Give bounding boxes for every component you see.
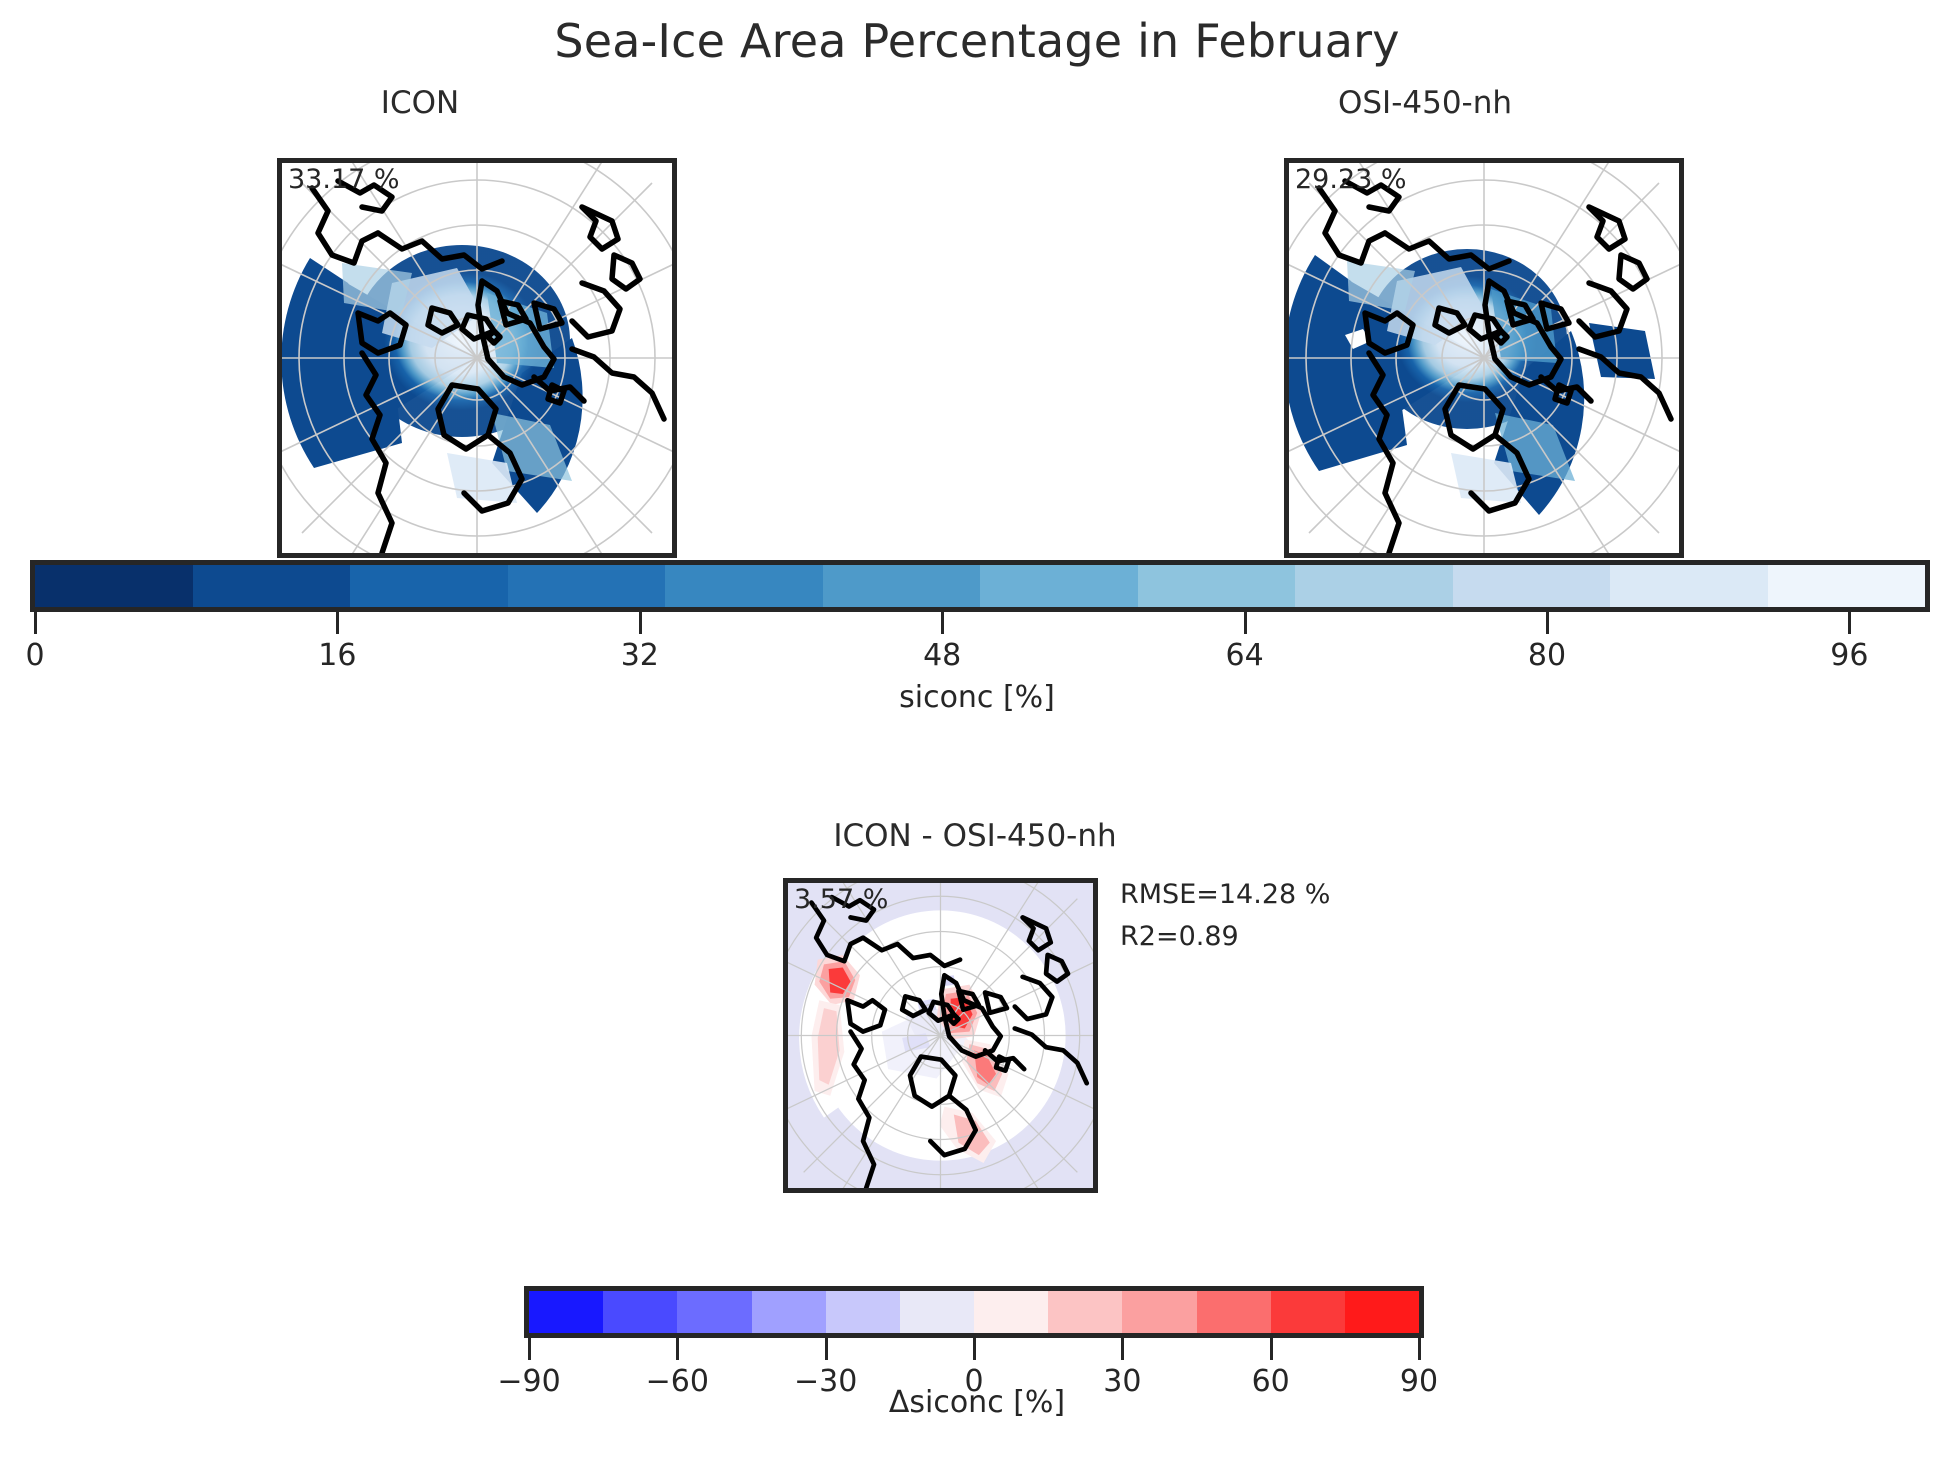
map-panel-diff[interactable]: 3.57 % xyxy=(783,878,1098,1193)
colorbar-swatch xyxy=(1270,1291,1345,1333)
colorbar-dsiconc[interactable] xyxy=(524,1286,1424,1338)
colorbar-tick-mark xyxy=(336,612,340,634)
colorbar-tick-mark xyxy=(528,1338,531,1360)
colorbar-tick-label: 0 xyxy=(25,638,45,673)
colorbar-tick-mark xyxy=(973,1338,976,1360)
colorbar-tick-label: −30 xyxy=(794,1364,858,1399)
colorbar-dsiconc-label: Δsiconc [%] xyxy=(888,1385,1066,1420)
colorbar-swatch xyxy=(825,1291,900,1333)
colorbar-tick-label: 16 xyxy=(318,638,357,673)
colorbar-swatch xyxy=(980,565,1138,607)
colorbar-tick-mark xyxy=(1546,612,1549,634)
colorbar-tick-label: 60 xyxy=(1251,1364,1290,1399)
map-panel-osi[interactable]: 29.23 % xyxy=(1284,158,1684,558)
colorbar-swatch xyxy=(1137,565,1295,607)
colorbar-swatch xyxy=(1344,1291,1420,1333)
colorbar-tick-mark xyxy=(676,1338,680,1360)
colorbar-swatch xyxy=(192,565,350,607)
colorbar-tick-label: 30 xyxy=(1103,1364,1142,1399)
colorbar-tick-mark xyxy=(638,612,642,634)
colorbar-swatch xyxy=(1048,1291,1123,1333)
colorbar-swatch xyxy=(1767,565,1925,607)
colorbar-swatch xyxy=(1610,565,1768,607)
colorbar-tick-label: −60 xyxy=(645,1364,709,1399)
colorbar-tick-mark xyxy=(1848,612,1852,634)
map-panel-icon[interactable]: 33.17 % xyxy=(277,158,677,558)
colorbar-siconc-label: siconc [%] xyxy=(899,680,1055,715)
panel-title-osi: OSI-450-nh xyxy=(1337,85,1513,121)
colorbar-swatch xyxy=(822,565,980,607)
colorbar-tick-label: 96 xyxy=(1830,638,1869,673)
polar-map-icon xyxy=(282,163,672,553)
polar-map-osi xyxy=(1289,163,1679,553)
colorbar-swatch xyxy=(677,1291,752,1333)
colorbar-swatch xyxy=(35,565,193,607)
colorbar-tick-label: 32 xyxy=(620,638,659,673)
colorbar-swatch xyxy=(974,1291,1049,1333)
colorbar-swatch xyxy=(603,1291,678,1333)
colorbar-tick-label: 48 xyxy=(923,638,962,673)
colorbar-tick-label: −90 xyxy=(497,1364,561,1399)
colorbar-tick-mark xyxy=(1418,1338,1421,1360)
panel-stat-r2-value: =0.89 xyxy=(1155,921,1239,952)
panel-stat-r2-superscript: 2 xyxy=(1138,921,1156,952)
panel-stat-r2-base: R xyxy=(1120,921,1139,952)
colorbar-swatch xyxy=(1452,565,1610,607)
colorbar-tick-label: 0 xyxy=(964,1364,984,1399)
colorbar-tick-mark xyxy=(1121,1338,1125,1360)
figure-suptitle: Sea-Ice Area Percentage in February xyxy=(554,14,1400,68)
colorbar-swatch xyxy=(507,565,665,607)
panel-stat-r2: R2=0.89 xyxy=(1120,922,1239,951)
polar-map-diff xyxy=(788,883,1093,1188)
colorbar-tick-mark xyxy=(34,612,37,634)
colorbar-swatch xyxy=(1122,1291,1197,1333)
colorbar-swatch xyxy=(899,1291,975,1333)
colorbar-tick-mark xyxy=(1243,612,1247,634)
colorbar-swatch xyxy=(665,565,823,607)
colorbar-tick-label: 64 xyxy=(1225,638,1264,673)
colorbar-tick-label: 80 xyxy=(1527,638,1567,673)
colorbar-tick-mark xyxy=(824,1338,828,1360)
colorbar-swatch xyxy=(1295,565,1453,607)
colorbar-tick-label: 90 xyxy=(1399,1364,1439,1399)
colorbar-swatch xyxy=(751,1291,826,1333)
panel-title-icon: ICON xyxy=(380,85,460,121)
colorbar-swatch xyxy=(350,565,508,607)
panel-stat-rmse: RMSE=14.28 % xyxy=(1120,879,1331,910)
colorbar-tick-mark xyxy=(1269,1338,1273,1360)
colorbar-tick-mark xyxy=(941,612,945,634)
colorbar-swatch xyxy=(529,1291,604,1333)
colorbar-siconc[interactable] xyxy=(30,560,1930,612)
panel-title-diff: ICON - OSI-450-nh xyxy=(833,818,1117,854)
colorbar-swatch xyxy=(1196,1291,1271,1333)
